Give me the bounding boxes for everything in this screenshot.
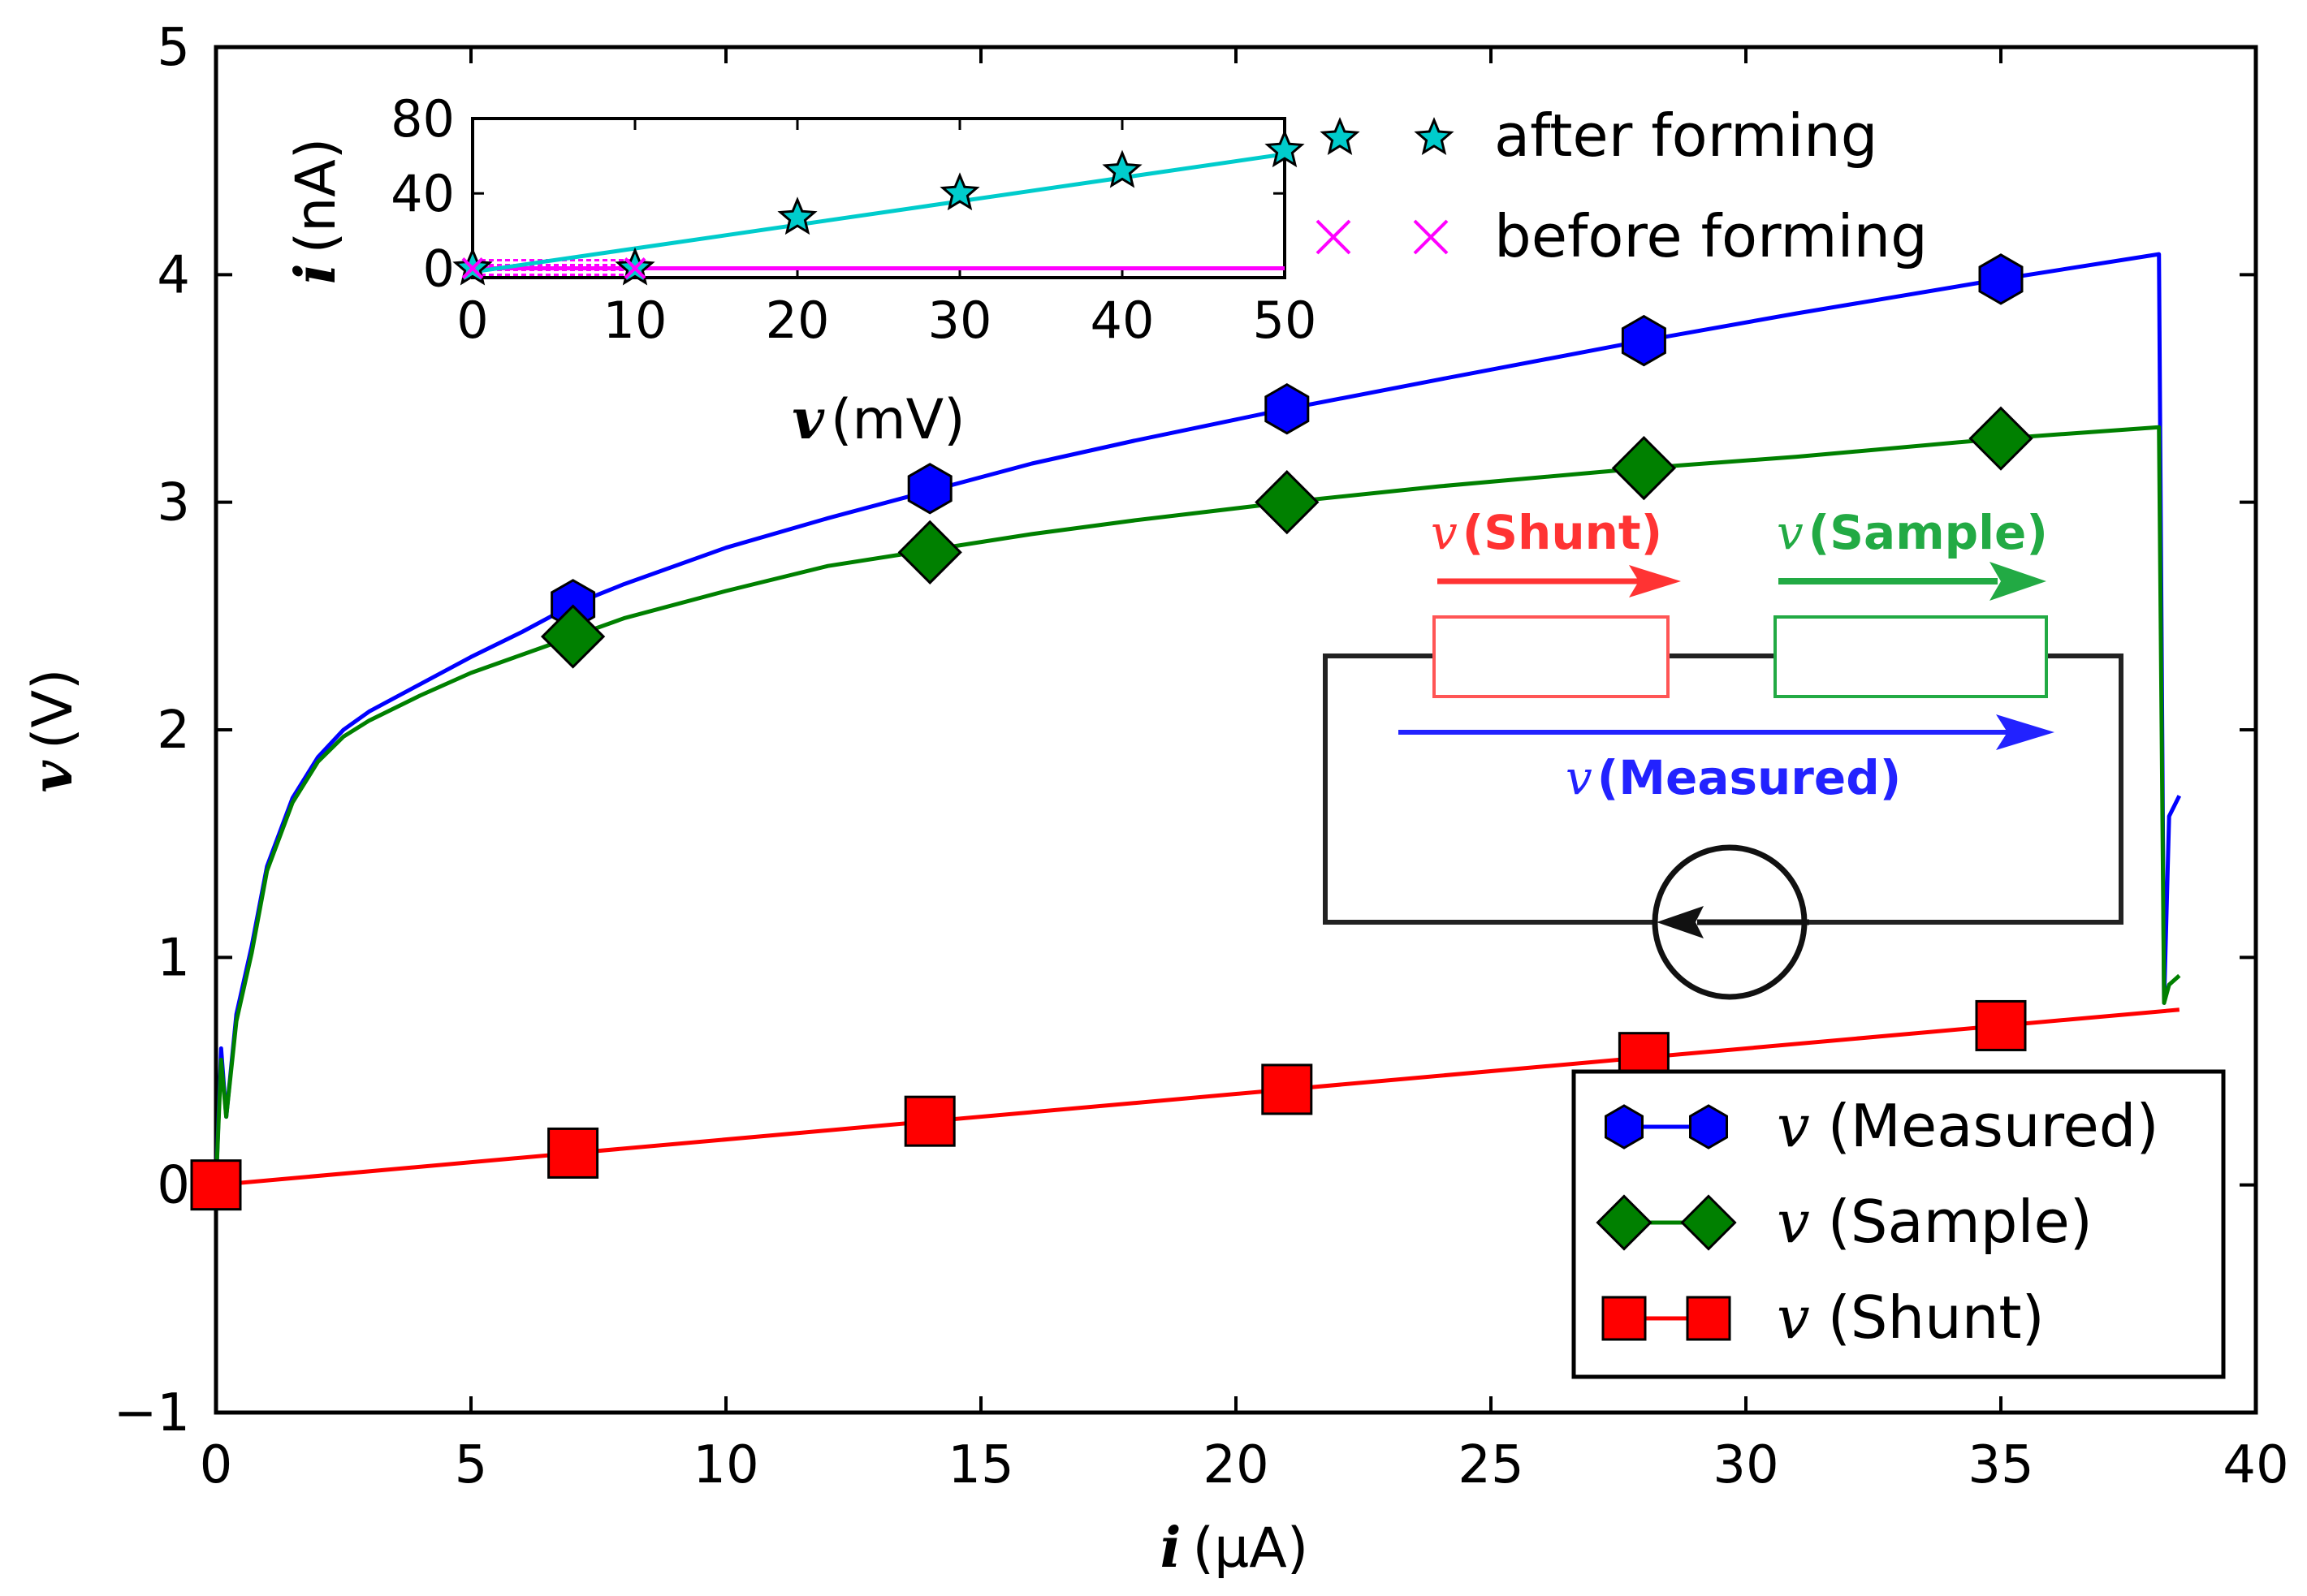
legend-sample-marker — [1680, 1194, 1737, 1251]
shunt-point — [1975, 999, 2027, 1051]
inset-tick-labels: 0 10 20 30 40 50 0 40 80 — [391, 89, 1316, 350]
inset-legend-before-forming-marker — [1413, 219, 1449, 255]
inset-before-forming-point — [624, 257, 646, 279]
shunt-point — [547, 1127, 599, 1179]
x-tick-label: 25 — [1458, 1435, 1523, 1495]
main-axis-ticks — [214, 45, 2257, 1414]
y-tick-label: 4 — [157, 245, 190, 305]
y-tick-label: 1 — [157, 928, 190, 988]
legend-measured-marker — [1605, 1104, 1644, 1150]
legend-measured-marker — [1689, 1104, 1728, 1150]
circuit-measured-label: v (Measured) — [1566, 750, 1901, 805]
main-curves — [214, 252, 2182, 1188]
x-tick-label: 15 — [948, 1435, 1013, 1495]
circuit-measured-arrowhead — [1996, 714, 2054, 750]
inset-legend-after-forming-marker — [1414, 117, 1454, 155]
inset-after-forming-fit-line — [472, 152, 1285, 274]
circuit-shunt-arrowhead — [1629, 565, 1681, 597]
x-tick-label: 0 — [200, 1435, 233, 1495]
inset-curves — [452, 129, 1305, 286]
sample-point — [540, 604, 606, 669]
inset-x-tick-label: 40 — [1091, 291, 1155, 350]
y-tick-label: 2 — [157, 701, 190, 761]
legend-shunt-label: v (Shunt) — [1777, 1283, 2045, 1352]
measured-point — [1978, 253, 2024, 305]
inset-legend-before-forming-label: before forming — [1494, 202, 1928, 270]
circuit-diagram: v (Shunt) v (Sample) v (Measured) — [1323, 505, 2123, 1000]
inset-y-tick-label: 40 — [391, 164, 455, 223]
measured-point — [907, 463, 953, 515]
x-tick-label: 5 — [455, 1435, 488, 1495]
legend-shunt-marker — [1686, 1296, 1731, 1341]
inset-legend-after-forming-label: after forming — [1494, 101, 1877, 170]
inset-x-tick-label: 10 — [603, 291, 667, 350]
circuit-shunt-label: v (Shunt) — [1431, 505, 1662, 560]
circuit-sample-label: v (Sample) — [1777, 505, 2048, 560]
sample-point — [1968, 406, 2033, 471]
x-axis-label: i (µA) — [1160, 1516, 1309, 1581]
inset-legend-after-forming-markers — [1320, 117, 1454, 155]
inset-y-axis-label: i(nA) — [283, 138, 348, 285]
sample-point — [1611, 435, 1677, 501]
main-legend: v (Measured) v (Sample) v (Shunt) — [1596, 1092, 2159, 1352]
x-tick-label: 30 — [1713, 1435, 1778, 1495]
inset-x-axis-label: v (mV) — [792, 387, 965, 452]
circuit-wire-left — [1323, 653, 1673, 925]
shunt-point — [1261, 1063, 1313, 1115]
x-tick-label: 35 — [1968, 1435, 2033, 1495]
y-tick-label: −1 — [114, 1383, 190, 1443]
inset-after-forming-point — [1264, 129, 1305, 168]
inset-before-forming-point — [461, 257, 484, 279]
inset-legend-after-forming-marker — [1320, 117, 1360, 155]
circuit-sample-resistor — [1773, 615, 2048, 698]
circuit-wire-right — [1804, 653, 2123, 925]
inset-y-tick-label: 80 — [391, 89, 455, 149]
legend-sample-label: v (Sample) — [1777, 1188, 2093, 1256]
legend-shunt-marker — [1601, 1296, 1647, 1341]
inset-after-forming-point — [777, 196, 818, 235]
sample-point — [1255, 470, 1320, 535]
y-axis-label: v(V) — [20, 668, 85, 792]
measured-point — [1621, 314, 1666, 367]
y-tick-label: 5 — [157, 18, 190, 78]
main-markers — [190, 253, 2033, 1211]
inset-legend: after forming before forming — [1316, 101, 1928, 270]
shunt-point — [904, 1095, 956, 1147]
y-tick-label: 3 — [157, 473, 190, 533]
legend-sample-marker — [1596, 1194, 1652, 1251]
sample-point — [897, 520, 962, 584]
legend-measured-label: v (Measured) — [1777, 1092, 2159, 1160]
x-tick-label: 20 — [1203, 1435, 1268, 1495]
inset-x-tick-label: 50 — [1253, 291, 1317, 350]
measured-point — [1264, 382, 1310, 435]
x-tick-label: 10 — [693, 1435, 758, 1495]
inset-y-tick-label: 0 — [423, 239, 455, 298]
inset-after-forming-point — [1102, 149, 1143, 188]
inset-x-tick-label: 0 — [456, 291, 488, 350]
sample-curve — [214, 425, 2181, 1185]
inset-legend-before-forming-marker — [1316, 219, 1351, 255]
shunt-point — [190, 1159, 242, 1211]
x-tick-label: 40 — [2223, 1435, 2288, 1495]
measured-curve — [214, 252, 2182, 1185]
shunt-curve — [215, 1007, 2180, 1188]
inset-x-tick-label: 30 — [928, 291, 992, 350]
y-tick-label: 0 — [157, 1156, 190, 1216]
circuit-sample-arrowhead — [1989, 562, 2046, 601]
inset-after-forming-point — [940, 172, 980, 211]
circuit-shunt-resistor — [1432, 615, 1670, 698]
inset-x-tick-label: 20 — [766, 291, 830, 350]
inset-legend-before-forming-markers — [1316, 219, 1449, 255]
circuit-current-source-arrowhead — [1657, 906, 1704, 938]
